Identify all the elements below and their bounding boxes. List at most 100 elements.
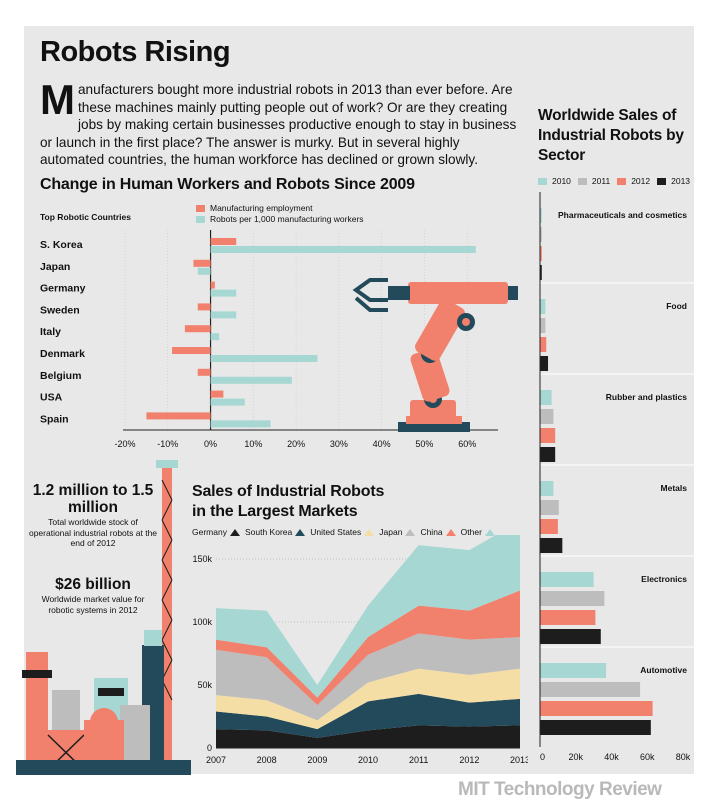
legend-label: Manufacturing employment: [210, 203, 313, 213]
x-tick-label: 20k: [568, 752, 583, 762]
country-label: Germany: [40, 283, 86, 295]
bar-robots: [210, 289, 237, 297]
x-tick-label: 50%: [415, 439, 433, 449]
country-label: Italy: [40, 326, 61, 338]
bar-employment: [197, 368, 211, 376]
bar-employment: [210, 281, 215, 289]
sector-bar-2012: [540, 246, 542, 261]
x-tick-label: 10%: [244, 439, 262, 449]
bar-employment: [210, 390, 224, 398]
y-tick-label: 100k: [192, 617, 212, 627]
sector-bar-2011: [540, 318, 546, 333]
sector-chart: Pharmaceuticals and cosmetics Food Rubber …: [539, 192, 695, 762]
sales-chart-title: Sales of Industrial Robots in the Larges…: [192, 483, 385, 520]
sector-bar-2013: [540, 720, 651, 735]
sector-bar-2012: [540, 337, 547, 352]
sector-label: Metals: [661, 483, 688, 493]
bar-robots: [210, 246, 476, 253]
sector-bar-2013: [540, 538, 563, 553]
area-chart: 0 50k 100k 150k 2007 2008 2009 2010 2011 2012 2013: [192, 535, 528, 765]
change-chart: -20% -10% 0% 10% 20% 30% 40% 50% 60% S. Korea Japa…: [40, 230, 498, 449]
year-legend-swatch: [617, 177, 627, 185]
country-label: USA: [40, 392, 63, 404]
bar-employment: [197, 303, 211, 311]
sector-bar-2013: [540, 629, 601, 644]
market-legend-label: Germany: [192, 527, 227, 537]
sector-bar-2010: [540, 208, 542, 223]
country-label: Sweden: [40, 304, 80, 316]
y-tick-label: 150k: [192, 554, 212, 564]
sector-bar-2010: [540, 390, 552, 405]
x-tick-label: 2008: [257, 755, 277, 765]
stat-description: Worldwide market value for robotic syste…: [41, 594, 145, 615]
bar-robots: [210, 311, 237, 319]
x-tick-label: 40k: [604, 752, 619, 762]
sector-label: Pharmaceuticals and cosmetics: [558, 210, 687, 220]
area-series-japan: [216, 633, 520, 721]
year-legend-swatch: [538, 177, 547, 185]
market-legend-item: United States: [310, 527, 375, 537]
x-tick-label: 60%: [458, 439, 476, 449]
x-tick-label: 2012: [459, 755, 479, 765]
x-tick-label: -20%: [114, 439, 135, 449]
sector-label: Food: [666, 301, 687, 311]
x-tick-label: 2011: [409, 755, 428, 765]
x-tick-label: 2007: [206, 755, 226, 765]
area-series-united-states: [216, 668, 520, 730]
x-tick-label: 20%: [287, 439, 305, 449]
market-legend-label: South Korea: [244, 527, 293, 537]
area-series-china: [216, 590, 520, 706]
year-legend-item: 2012: [617, 176, 650, 186]
year-legend-label: 2013: [671, 176, 691, 186]
bar-employment: [184, 325, 211, 333]
bar-employment: [193, 259, 211, 267]
bar-robots: [197, 267, 211, 275]
change-chart-subtitle: Top Robotic Countries: [40, 212, 131, 222]
sector-bar-2010: [540, 481, 554, 496]
market-legend-item: Other: [461, 527, 495, 537]
bar-robots: [210, 398, 245, 406]
bar-robots: [210, 333, 220, 341]
legend-swatch: [196, 204, 205, 212]
page-title: Robots Rising: [40, 36, 231, 68]
y-tick-label: 0: [207, 743, 212, 753]
sector-bar-2011: [540, 682, 641, 697]
x-tick-label: 0: [540, 752, 545, 762]
legend-swatch: [196, 215, 205, 223]
x-tick-label: 60k: [640, 752, 655, 762]
year-legend-swatch: [577, 177, 587, 185]
factory-illustration: [16, 460, 191, 775]
stat-market-value: $26 billion Worldwide market value for r…: [28, 576, 158, 615]
market-legend-item: China: [420, 527, 456, 537]
bar-employment: [210, 238, 237, 245]
market-legend-swatch: [445, 528, 456, 536]
sector-bar-2011: [540, 227, 542, 242]
legend-robots: Robots per 1,000 manufacturing workers: [196, 214, 364, 224]
area-series-south-korea: [216, 693, 520, 738]
market-legend: Germany South Korea United States Japan Chin…: [192, 527, 495, 537]
intro-text: anufacturers bought more industrial robo…: [40, 82, 517, 167]
country-label: S. Korea: [40, 239, 83, 251]
sector-bar-2011: [540, 591, 605, 606]
market-legend-item: South Korea: [244, 527, 306, 537]
stat-value: 1.2 million to 1.5 million: [32, 482, 154, 516]
country-label: Spain: [40, 413, 69, 425]
sector-label: Rubber and plastics: [606, 392, 688, 402]
market-legend-label: Japan: [379, 527, 403, 537]
market-legend-swatch: [295, 528, 306, 536]
bar-robots: [210, 355, 318, 362]
x-tick-label: 2010: [358, 755, 378, 765]
stat-value: $26 billion: [55, 576, 131, 593]
sector-bar-2013: [540, 447, 556, 462]
stat-robot-stock: 1.2 million to 1.5 million Total worldwi…: [28, 482, 158, 549]
change-chart-title: Change in Human Workers and Robots Since…: [40, 176, 415, 193]
sector-bar-2010: [540, 299, 546, 314]
drop-cap: M: [40, 76, 75, 123]
market-legend-label: Other: [460, 527, 482, 537]
sector-label: Automotive: [640, 665, 687, 675]
market-legend-label: China: [420, 527, 443, 537]
year-legend-label: 2010: [552, 176, 571, 186]
x-tick-label: 30%: [330, 439, 348, 449]
sector-chart-title: Worldwide Sales of Industrial Robots by …: [538, 107, 684, 164]
